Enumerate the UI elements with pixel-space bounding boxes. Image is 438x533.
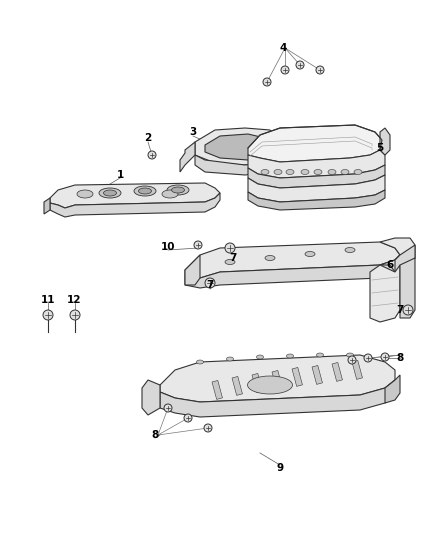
- Ellipse shape: [261, 169, 269, 174]
- Ellipse shape: [286, 169, 294, 174]
- Polygon shape: [248, 150, 385, 178]
- Polygon shape: [185, 242, 400, 278]
- Polygon shape: [50, 183, 220, 208]
- Polygon shape: [180, 142, 195, 172]
- Polygon shape: [385, 375, 400, 403]
- Circle shape: [205, 278, 215, 288]
- Ellipse shape: [341, 169, 349, 174]
- Polygon shape: [195, 128, 275, 165]
- Ellipse shape: [305, 252, 315, 256]
- Text: 12: 12: [67, 295, 81, 305]
- Circle shape: [403, 305, 413, 315]
- Circle shape: [225, 243, 235, 253]
- Polygon shape: [142, 380, 160, 415]
- Polygon shape: [400, 258, 415, 318]
- Circle shape: [263, 78, 271, 86]
- Circle shape: [70, 310, 80, 320]
- Bar: [352, 360, 363, 379]
- Ellipse shape: [346, 353, 353, 357]
- Polygon shape: [248, 190, 385, 210]
- Polygon shape: [185, 255, 400, 288]
- Ellipse shape: [265, 255, 275, 261]
- Bar: [272, 370, 283, 390]
- Circle shape: [316, 66, 324, 74]
- Text: 4: 4: [279, 43, 287, 53]
- Polygon shape: [380, 128, 390, 155]
- Ellipse shape: [162, 190, 178, 198]
- Ellipse shape: [197, 360, 204, 364]
- Circle shape: [364, 354, 372, 362]
- Bar: [312, 366, 322, 384]
- Bar: [292, 367, 303, 386]
- Text: 1: 1: [117, 170, 124, 180]
- Ellipse shape: [226, 357, 233, 361]
- Ellipse shape: [225, 260, 235, 264]
- Ellipse shape: [286, 354, 293, 358]
- Polygon shape: [248, 165, 385, 188]
- Bar: [212, 381, 223, 399]
- Circle shape: [194, 241, 202, 249]
- Text: 7: 7: [230, 253, 237, 263]
- Polygon shape: [275, 130, 290, 155]
- Text: 8: 8: [152, 430, 159, 440]
- Text: 7: 7: [396, 305, 404, 315]
- Ellipse shape: [99, 188, 121, 198]
- Ellipse shape: [328, 169, 336, 174]
- Text: 8: 8: [396, 353, 404, 363]
- Ellipse shape: [345, 247, 355, 253]
- Polygon shape: [160, 380, 395, 417]
- Polygon shape: [205, 134, 268, 160]
- Text: 2: 2: [145, 133, 152, 143]
- Ellipse shape: [354, 169, 362, 174]
- Polygon shape: [185, 255, 200, 285]
- Circle shape: [184, 414, 192, 422]
- Circle shape: [281, 66, 289, 74]
- Circle shape: [296, 61, 304, 69]
- Text: 11: 11: [41, 295, 55, 305]
- Bar: [252, 374, 262, 392]
- Ellipse shape: [77, 190, 93, 198]
- Text: 7: 7: [206, 280, 214, 290]
- Ellipse shape: [257, 355, 264, 359]
- Polygon shape: [44, 198, 50, 214]
- Ellipse shape: [247, 376, 293, 394]
- Bar: [332, 362, 343, 382]
- Ellipse shape: [134, 186, 156, 196]
- Ellipse shape: [317, 353, 324, 357]
- Ellipse shape: [103, 190, 117, 196]
- Bar: [232, 376, 243, 395]
- Polygon shape: [248, 175, 385, 202]
- Polygon shape: [395, 245, 415, 272]
- Ellipse shape: [138, 188, 152, 194]
- Text: 5: 5: [376, 143, 384, 153]
- Ellipse shape: [274, 169, 282, 174]
- Circle shape: [348, 356, 356, 364]
- Polygon shape: [380, 238, 415, 272]
- Polygon shape: [195, 155, 275, 175]
- Polygon shape: [160, 355, 395, 402]
- Circle shape: [164, 404, 172, 412]
- Text: 9: 9: [276, 463, 283, 473]
- Ellipse shape: [314, 169, 322, 174]
- Circle shape: [381, 353, 389, 361]
- Circle shape: [204, 424, 212, 432]
- Circle shape: [148, 151, 156, 159]
- Circle shape: [43, 310, 53, 320]
- Polygon shape: [248, 125, 382, 162]
- Ellipse shape: [167, 185, 189, 195]
- Text: 6: 6: [386, 260, 394, 270]
- Ellipse shape: [301, 169, 309, 174]
- Text: 3: 3: [189, 127, 197, 137]
- Text: 10: 10: [161, 242, 175, 252]
- Ellipse shape: [172, 187, 184, 193]
- Polygon shape: [370, 265, 400, 322]
- Polygon shape: [50, 193, 220, 217]
